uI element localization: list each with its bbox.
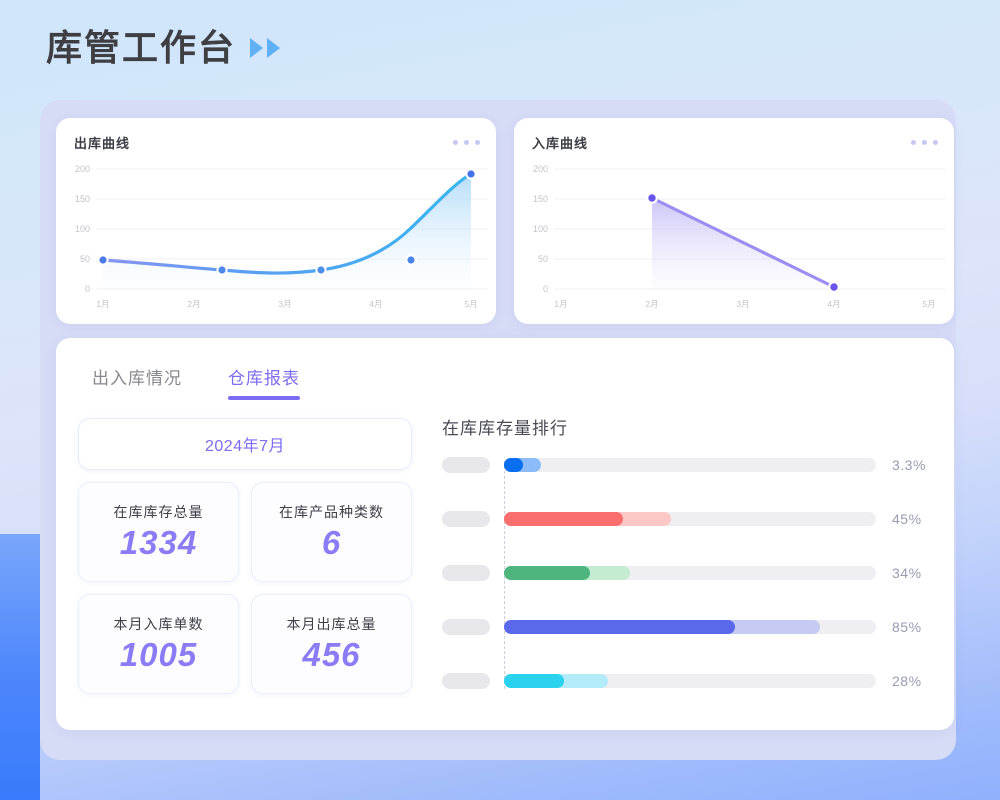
ranking-bar-track [504,566,876,580]
stat-value: 456 [302,636,361,674]
ranking-name-placeholder [442,511,490,527]
stat-value: 6 [321,524,342,562]
ranking-row[interactable]: 34% [442,565,932,581]
stat-label: 在库产品种类数 [279,504,384,521]
ranking-bar-solid [504,620,735,634]
page-header: 库管工作台 [46,27,281,68]
page-title: 库管工作台 [46,27,237,68]
ranking-row[interactable]: 45% [442,511,932,527]
svg-text:100: 100 [75,224,90,234]
outbound-chart-plot: 200 150 100 50 0 [56,156,496,324]
ranking-name-placeholder [442,619,490,635]
tab-warehouse-report[interactable]: 仓库报表 [228,364,300,400]
triangle-right-icon-1 [250,38,264,58]
tab-inventory-flow[interactable]: 出入库情况 [92,369,182,388]
ranking-name-placeholder [442,673,490,689]
svg-text:1月: 1月 [554,299,567,309]
svg-text:0: 0 [543,284,548,294]
ranking-bar-solid [504,512,624,526]
stat-label: 本月出库总量 [286,616,377,633]
svg-text:150: 150 [533,194,548,204]
ranking-bar-track [504,512,876,526]
ranking-row[interactable]: 3.3% [442,457,932,473]
more-dots-icon[interactable] [911,139,938,145]
svg-text:150: 150 [75,194,90,204]
inventory-ranking: 在库库存量排行 3.3% 45% [442,414,932,689]
ranking-rows: 3.3% 45% 34% [442,457,932,689]
stat-card-inbound-orders[interactable]: 本月入库单数 1005 [78,594,239,694]
outbound-chart-card: 出库曲线 [56,118,496,324]
ranking-name-placeholder [442,457,490,473]
svg-text:50: 50 [80,254,90,264]
svg-text:2月: 2月 [645,299,658,309]
svg-text:200: 200 [75,164,90,174]
inbound-chart-header: 入库曲线 [532,132,938,152]
month-selector-label: 2024年7月 [205,438,285,455]
svg-text:5月: 5月 [922,299,935,309]
ranking-percent: 85% [892,619,922,635]
ranking-row[interactable]: 28% [442,673,932,689]
stat-card-product-types[interactable]: 在库产品种类数 6 [251,482,412,582]
report-card: 出入库情况 仓库报表 2024年7月 在库库存总量 1334 在库产品种类数 6… [56,338,954,730]
left-edge-accent-strip [0,534,40,800]
stat-card-outbound-total[interactable]: 本月出库总量 456 [251,594,412,694]
triangle-right-icon-2 [267,38,281,58]
stat-label: 本月入库单数 [113,616,204,633]
inbound-chart-title: 入库曲线 [532,135,589,151]
more-dots-icon[interactable] [453,139,480,145]
svg-text:3月: 3月 [278,299,291,309]
svg-text:2月: 2月 [187,299,200,309]
report-tabs: 出入库情况 仓库报表 [92,364,300,400]
ranking-bar-track [504,458,876,472]
outbound-chart-header: 出库曲线 [74,132,480,152]
ranking-row[interactable]: 85% [442,619,932,635]
ranking-bar-solid [504,566,590,580]
svg-text:200: 200 [533,164,548,174]
svg-text:0: 0 [85,284,90,294]
ranking-bar-track [504,620,876,634]
svg-text:5月: 5月 [464,299,477,309]
outbound-chart-title: 出库曲线 [74,135,131,151]
ranking-percent: 34% [892,565,922,581]
ranking-percent: 28% [892,673,922,689]
ranking-title: 在库库存量排行 [442,419,568,438]
svg-text:4月: 4月 [827,299,840,309]
ranking-name-placeholder [442,565,490,581]
svg-text:1月: 1月 [96,299,109,309]
double-triangle-right-icon [250,38,281,58]
inbound-chart-card: 入库曲线 200 [514,118,954,324]
svg-text:3月: 3月 [736,299,749,309]
ranking-percent: 45% [892,511,922,527]
svg-text:100: 100 [533,224,548,234]
inbound-chart-plot: 200 150 100 50 0 1月 2月 3月 4月 5月 [514,156,954,324]
svg-text:50: 50 [538,254,548,264]
stat-label: 在库库存总量 [113,504,204,521]
ranking-bar-track [504,674,876,688]
svg-text:4月: 4月 [369,299,382,309]
stat-value: 1005 [119,636,198,674]
ranking-percent: 3.3% [892,457,926,473]
ranking-bar-solid [504,458,523,472]
stat-card-total-stock[interactable]: 在库库存总量 1334 [78,482,239,582]
month-selector[interactable]: 2024年7月 [78,418,412,470]
ranking-bar-solid [504,674,564,688]
stats-column: 2024年7月 在库库存总量 1334 在库产品种类数 6 本月入库单数 100… [78,418,422,694]
stat-value: 1334 [119,524,198,562]
stat-grid: 在库库存总量 1334 在库产品种类数 6 本月入库单数 1005 本月出库总量… [78,482,422,694]
